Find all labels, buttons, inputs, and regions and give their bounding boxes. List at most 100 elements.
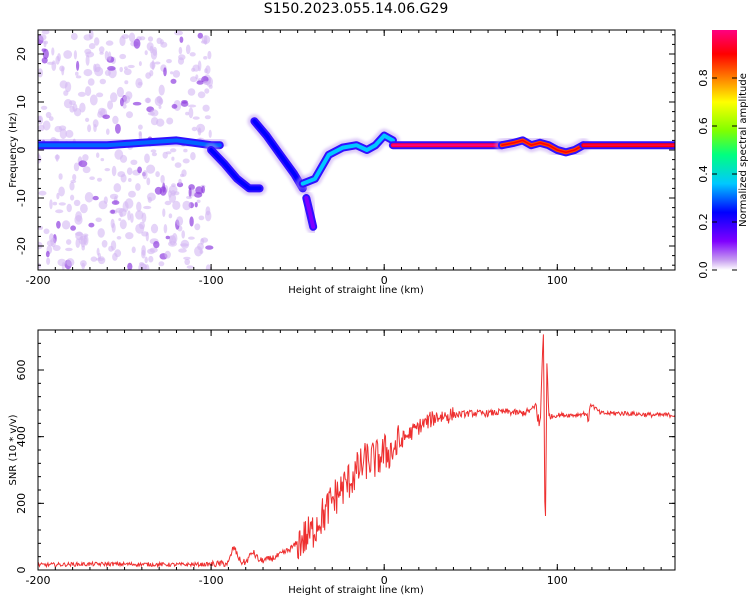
- spectrogram-noise-blob: [70, 194, 75, 201]
- spectrogram-noise-blob: [110, 209, 116, 214]
- spectrogram-noise-blob: [59, 128, 67, 140]
- spectrogram-noise-blob: [127, 210, 131, 221]
- spectrogram-noise-blob: [202, 104, 210, 112]
- spectrogram-noise-blob: [69, 181, 75, 191]
- spectrogram-noise-blob: [94, 37, 100, 46]
- spectrogram-noise-blob: [99, 78, 107, 85]
- colorbar-tick-label: 0.8: [697, 69, 710, 87]
- spectrogram-noise-blob: [163, 67, 167, 77]
- spectrogram-noise-blob: [87, 78, 95, 86]
- spectrogram-noise-blob: [128, 190, 136, 198]
- spectrogram-noise-blob: [141, 231, 149, 237]
- y-tick-label: 0: [15, 567, 28, 574]
- spectrogram-noise-blob: [135, 210, 144, 220]
- spectrogram-noise-blob: [205, 206, 211, 216]
- spectrogram-noise-blob: [80, 203, 88, 214]
- spectrogram-noise-blob: [142, 170, 148, 180]
- y-tick-label: 0: [15, 147, 28, 154]
- spectrogram-noise-blob: [66, 239, 72, 245]
- spectrogram-noise-blob: [63, 50, 73, 59]
- spectrogram-noise-blob: [197, 32, 203, 39]
- spectrogram-noise-blob: [97, 256, 106, 265]
- spectrogram-noise-blob: [188, 187, 192, 198]
- spectrogram-noise-blob: [145, 72, 152, 79]
- spectrogram-noise-blob: [70, 32, 78, 41]
- colorbar-tick-label: 0.4: [697, 165, 710, 183]
- spectrogram-noise-blob: [38, 34, 47, 41]
- spectrogram-noise-blob: [107, 51, 112, 61]
- spectrogram-noise-blob: [178, 248, 187, 253]
- spectrogram-noise-blob: [191, 126, 198, 132]
- spectrogram-noise-blob: [77, 91, 86, 97]
- spectrogram-noise-blob: [51, 47, 55, 56]
- spectrogram-noise-blob: [203, 56, 208, 60]
- spectrogram-noise-blob: [116, 86, 124, 98]
- x-tick-label: -100: [199, 574, 224, 587]
- spectrogram-noise-blob: [150, 149, 157, 153]
- spectrogram-noise-blob: [78, 160, 88, 168]
- spectrogram-noise-blob: [184, 258, 190, 266]
- y-tick-label: 400: [15, 426, 28, 447]
- x-tick-label: -200: [26, 574, 51, 587]
- spectrogram-noise-blob: [205, 245, 214, 250]
- spectrogram-noise-blob: [197, 91, 206, 99]
- x-tick-label: -200: [26, 274, 51, 287]
- spectrogram-noise-blob: [141, 249, 146, 259]
- spectrogram-noise-blob: [183, 148, 188, 153]
- spectrogram-noise-blob: [144, 50, 148, 56]
- spectrogram-noise-blob: [73, 108, 82, 117]
- spectrogram-noise-blob: [147, 196, 152, 203]
- spectrogram-noise-blob: [183, 256, 191, 260]
- spectrogram-noise-blob: [110, 240, 117, 251]
- spectrogram-noise-blob: [83, 69, 93, 77]
- spectrogram-noise-blob: [104, 50, 109, 61]
- spectrogram-noise-blob: [89, 94, 98, 106]
- colorbar-tick-label: 0.6: [697, 117, 710, 135]
- spectrogram-noise-blob: [168, 193, 177, 203]
- spectrogram-noise-blob: [145, 264, 150, 270]
- spectrogram-noise-blob: [130, 159, 138, 165]
- spectrogram-noise-blob: [56, 192, 60, 200]
- spectrogram-noise-blob: [75, 231, 84, 240]
- spectrogram-noise-blob: [172, 70, 181, 78]
- spectrogram-noise-blob: [136, 201, 142, 212]
- spectrogram-noise-blob: [40, 105, 48, 110]
- spectrogram-noise-blob: [102, 114, 110, 120]
- y-tick-label: 20: [15, 47, 28, 61]
- spectrogram-noise-blob: [120, 173, 127, 183]
- spectrogram-noise-blob: [191, 67, 196, 72]
- spectrogram-noise-blob: [73, 199, 81, 207]
- spectrogram-noise-blob: [43, 228, 50, 235]
- spectrogram-noise-blob: [58, 173, 63, 180]
- spectrogram-noise-blob: [65, 129, 74, 138]
- spectrogram-noise-blob: [155, 171, 160, 178]
- spectrogram-noise-blob: [178, 178, 182, 185]
- spectrogram-noise-blob: [96, 247, 100, 256]
- spectrogram-noise-blob: [153, 241, 160, 249]
- spectrogram-noise-blob: [186, 265, 194, 269]
- spectrogram-noise-blob: [75, 75, 82, 79]
- spectrogram-noise-blob: [119, 53, 127, 60]
- x-tick-label: 100: [547, 274, 568, 287]
- spectrogram-y-axis-label: Frequency (Hz): [8, 112, 19, 188]
- spectrogram-noise-blob: [196, 199, 201, 203]
- spectrogram-noise-blob: [73, 50, 77, 60]
- spectrogram-noise-blob: [66, 258, 75, 267]
- spectrogram-noise-blob: [186, 195, 193, 200]
- spectrogram-noise-blob: [182, 158, 190, 164]
- snr-x-axis-label: Height of straight line (km): [288, 585, 424, 596]
- spectrogram-noise-blob: [165, 235, 170, 240]
- spectrogram-noise-blob: [147, 36, 154, 42]
- spectrogram-noise-blob: [176, 216, 184, 227]
- spectrogram-noise-blob: [187, 104, 197, 108]
- spectrogram-noise-blob: [85, 86, 92, 97]
- spectrogram-noise-blob: [75, 71, 79, 76]
- spectrogram-noise-blob: [45, 250, 50, 258]
- spectrogram-ridge: [300, 133, 395, 186]
- spectrogram-noise-blob: [92, 119, 99, 128]
- spectrogram-noise-blob: [170, 78, 177, 84]
- spectrogram-noise-blob: [194, 202, 198, 208]
- spectrogram-noise-blob: [150, 49, 158, 60]
- spectrogram-noise-blob: [150, 223, 159, 234]
